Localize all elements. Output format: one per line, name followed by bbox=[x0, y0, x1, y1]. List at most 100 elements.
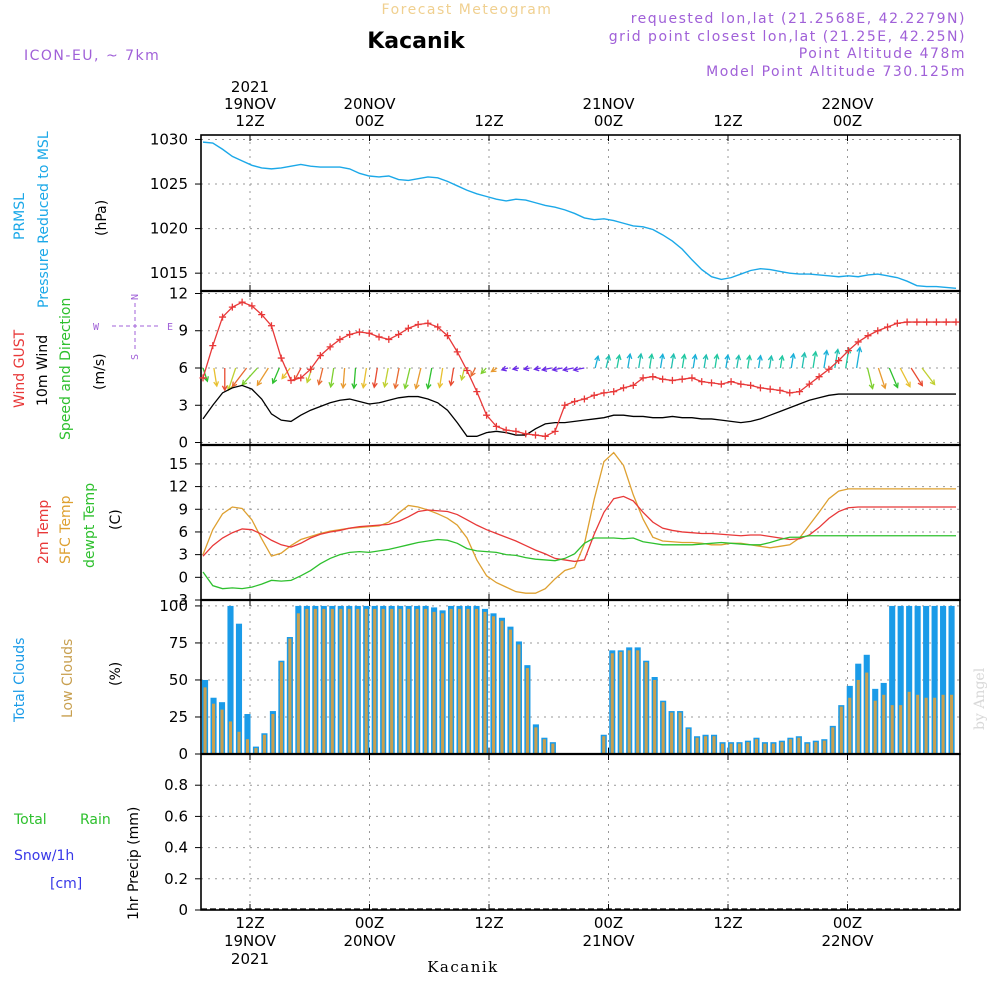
sfc-label: SFC Temp bbox=[58, 495, 74, 564]
wind-arrow bbox=[627, 354, 631, 369]
low-cloud-bar bbox=[661, 702, 665, 754]
low-cloud-bar bbox=[373, 608, 377, 754]
total-cloud-bar bbox=[244, 714, 251, 754]
y-tick-label: 50 bbox=[169, 671, 188, 689]
gridpoint-coords: grid point closest lon,lat (21.25E, 42.2… bbox=[609, 29, 966, 45]
y-tick-label: -3 bbox=[173, 591, 188, 609]
top-time-label: 12Z bbox=[235, 112, 264, 130]
t2m-label: 2m Temp bbox=[36, 500, 52, 564]
low-cloud-label: Low Clouds bbox=[60, 639, 76, 718]
wind-arrow bbox=[373, 367, 378, 388]
y-tick-label: 100 bbox=[159, 597, 188, 615]
wind-arrow bbox=[241, 367, 258, 386]
gust-marker bbox=[277, 354, 285, 362]
wind-arrow-head bbox=[626, 352, 633, 360]
low-cloud-bar bbox=[415, 608, 419, 754]
gust-marker bbox=[786, 389, 794, 397]
direction-label: Speed and Direction bbox=[58, 298, 74, 440]
wind-arrow bbox=[692, 354, 696, 369]
low-cloud-bar bbox=[474, 608, 479, 754]
wind-arrow-head bbox=[459, 374, 466, 382]
wind-arrow bbox=[552, 367, 563, 371]
low-cloud-bar bbox=[941, 694, 945, 754]
wind-arrow bbox=[542, 367, 552, 371]
temperature-frame bbox=[200, 444, 961, 601]
cloud-labels: Total Clouds Low Clouds (%) bbox=[12, 638, 124, 723]
low-cloud-bar bbox=[508, 629, 512, 754]
low-cloud-bar bbox=[687, 728, 691, 754]
wind-arrow bbox=[921, 367, 936, 385]
top-time-label: 00Z bbox=[594, 112, 623, 130]
wind-arrow-head bbox=[203, 376, 209, 383]
wind-arrow-head bbox=[241, 379, 248, 386]
low-cloud-bar bbox=[822, 740, 826, 754]
gust-marker bbox=[453, 348, 461, 356]
compass-n: N bbox=[130, 294, 141, 300]
wind-arrow bbox=[801, 352, 806, 369]
wind-arrow bbox=[703, 354, 707, 369]
wind-arrow bbox=[342, 367, 346, 388]
gust-marker bbox=[219, 313, 227, 321]
wind-arrow bbox=[281, 367, 291, 379]
y-tick-label: 0.6 bbox=[164, 807, 188, 825]
wind-arrow-head bbox=[756, 354, 763, 361]
wind-arrow-head bbox=[561, 366, 569, 373]
wind-arrow bbox=[394, 367, 400, 389]
bottom-time-label: 00Z bbox=[833, 914, 862, 932]
gust-line bbox=[202, 301, 956, 437]
wind-arrow-head bbox=[572, 366, 579, 373]
wind-arrow-head bbox=[680, 353, 687, 360]
gust-marker bbox=[815, 373, 823, 381]
low-cloud-bar bbox=[339, 608, 343, 754]
wind-arrow bbox=[790, 353, 795, 369]
y-tick-label: 0 bbox=[178, 434, 188, 452]
low-cloud-bar bbox=[212, 703, 216, 754]
temp-unit: (C) bbox=[108, 509, 124, 530]
wind-arrow-head bbox=[511, 365, 518, 372]
gust-marker bbox=[404, 324, 412, 332]
wind-unit: (m/s) bbox=[92, 353, 108, 390]
low-cloud-bar bbox=[491, 616, 496, 754]
low-cloud-bar bbox=[313, 608, 317, 754]
gust-marker bbox=[776, 386, 784, 394]
gust-marker bbox=[649, 373, 657, 381]
top-title: Forecast Meteogram bbox=[382, 2, 553, 18]
gust-marker bbox=[884, 323, 892, 331]
y-tick-label: 6 bbox=[178, 523, 188, 541]
low-cloud-bar bbox=[305, 608, 309, 754]
precip-frame bbox=[200, 753, 961, 911]
y-tick-label: 0 bbox=[178, 901, 188, 919]
low-cloud-bar bbox=[466, 608, 470, 754]
gust-marker bbox=[835, 357, 843, 365]
gust-marker bbox=[512, 427, 520, 435]
gust-marker bbox=[258, 311, 266, 319]
gust-marker bbox=[805, 380, 813, 388]
footer-location: Kacanik bbox=[427, 958, 499, 976]
low-cloud-bar bbox=[390, 608, 394, 754]
wind-arrow-head bbox=[305, 377, 312, 384]
gust-marker bbox=[248, 302, 256, 310]
y-tick-label: 1020 bbox=[150, 220, 188, 238]
total-cloud-bar bbox=[889, 605, 896, 754]
low-cloud-bar bbox=[729, 743, 733, 754]
y-tick-label: 1015 bbox=[150, 264, 188, 282]
wind-arrow-head bbox=[905, 381, 911, 388]
wind-label: 10m Wind bbox=[35, 335, 51, 406]
wind-arrow-head bbox=[470, 370, 476, 378]
bottom-time-label: 00Z bbox=[355, 914, 384, 932]
low-cloud-bar bbox=[704, 736, 708, 754]
wind-arrow-head bbox=[360, 382, 367, 390]
precip-labels: Total Rain Snow/1h [cm] 1hr Precip (mm) bbox=[13, 807, 142, 920]
wind-arrow-head bbox=[522, 365, 530, 372]
gust-marker bbox=[541, 432, 549, 440]
y-tick-label: 75 bbox=[169, 634, 188, 652]
wind-arrow bbox=[649, 354, 653, 369]
wind-arrow-head bbox=[413, 383, 420, 390]
gust-marker bbox=[590, 391, 598, 399]
total-rain-label-2: Rain bbox=[80, 812, 111, 828]
pressure-unit: (hPa) bbox=[94, 200, 110, 236]
gust-marker bbox=[463, 366, 471, 374]
low-cloud-bar bbox=[432, 611, 436, 754]
wind-arrow-head bbox=[256, 380, 263, 387]
